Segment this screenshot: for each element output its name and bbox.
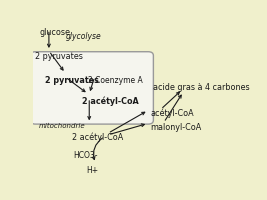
FancyBboxPatch shape [30,52,153,124]
Text: 2 pyruvates: 2 pyruvates [45,76,99,85]
Text: 2 pyruvates: 2 pyruvates [36,52,83,61]
Text: 2 acétyl-CoA: 2 acétyl-CoA [82,96,139,106]
Text: acétyl-CoA: acétyl-CoA [150,109,194,118]
Text: malonyl-CoA: malonyl-CoA [150,123,202,132]
Text: acide gras à 4 carbones: acide gras à 4 carbones [153,83,250,92]
Text: mitochondrie: mitochondrie [38,123,85,129]
Text: glycolyse: glycolyse [65,32,101,41]
Text: H+: H+ [86,166,98,175]
Text: glucose: glucose [40,28,70,37]
Text: 2 Coenzyme A: 2 Coenzyme A [88,76,143,85]
Text: HCO3-: HCO3- [74,151,98,160]
Text: 2 acétyl-CoA: 2 acétyl-CoA [72,133,123,142]
